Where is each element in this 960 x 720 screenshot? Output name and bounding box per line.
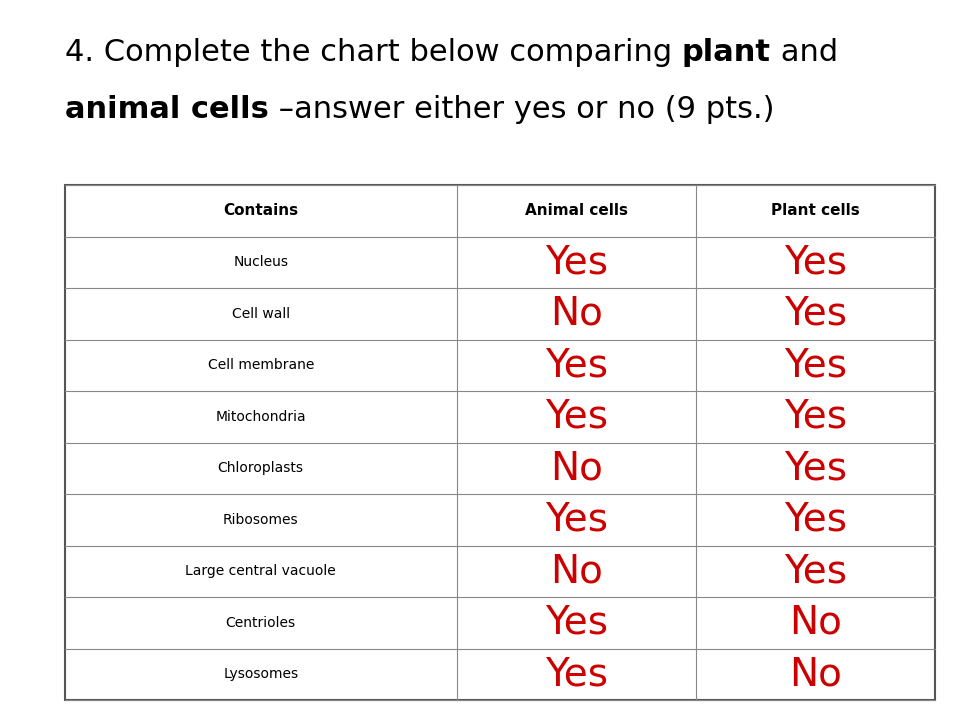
Text: No: No bbox=[550, 294, 603, 333]
Text: No: No bbox=[789, 655, 842, 693]
Text: Yes: Yes bbox=[544, 346, 608, 384]
Text: Yes: Yes bbox=[784, 243, 847, 282]
Text: No: No bbox=[550, 552, 603, 590]
Text: Yes: Yes bbox=[784, 346, 847, 384]
Text: 4. Complete the chart below comparing: 4. Complete the chart below comparing bbox=[65, 38, 682, 67]
Text: Centrioles: Centrioles bbox=[226, 616, 296, 630]
Text: Chloroplasts: Chloroplasts bbox=[218, 462, 303, 475]
Text: Yes: Yes bbox=[544, 655, 608, 693]
Text: No: No bbox=[550, 449, 603, 487]
Text: Cell membrane: Cell membrane bbox=[207, 359, 314, 372]
Text: plant: plant bbox=[682, 38, 771, 67]
Text: Yes: Yes bbox=[544, 243, 608, 282]
Text: No: No bbox=[789, 604, 842, 642]
Text: animal cells: animal cells bbox=[65, 95, 269, 124]
Text: Lysosomes: Lysosomes bbox=[223, 667, 299, 681]
Text: Ribosomes: Ribosomes bbox=[223, 513, 299, 527]
Bar bbox=[65, 185, 935, 700]
Text: Animal cells: Animal cells bbox=[524, 203, 628, 218]
Text: Yes: Yes bbox=[544, 500, 608, 539]
Text: Yes: Yes bbox=[784, 552, 847, 590]
Text: Yes: Yes bbox=[784, 397, 847, 436]
Text: Yes: Yes bbox=[784, 294, 847, 333]
Text: –answer either yes or no (9 pts.): –answer either yes or no (9 pts.) bbox=[269, 95, 775, 124]
Text: Cell wall: Cell wall bbox=[231, 307, 290, 320]
Text: Mitochondria: Mitochondria bbox=[215, 410, 306, 424]
Text: and: and bbox=[771, 38, 838, 67]
Text: Nucleus: Nucleus bbox=[233, 256, 288, 269]
Text: Yes: Yes bbox=[784, 500, 847, 539]
Text: Yes: Yes bbox=[544, 604, 608, 642]
Text: Large central vacuole: Large central vacuole bbox=[185, 564, 336, 578]
Text: Yes: Yes bbox=[784, 449, 847, 487]
Text: Yes: Yes bbox=[544, 397, 608, 436]
Text: Contains: Contains bbox=[223, 203, 299, 218]
Text: Plant cells: Plant cells bbox=[771, 203, 860, 218]
